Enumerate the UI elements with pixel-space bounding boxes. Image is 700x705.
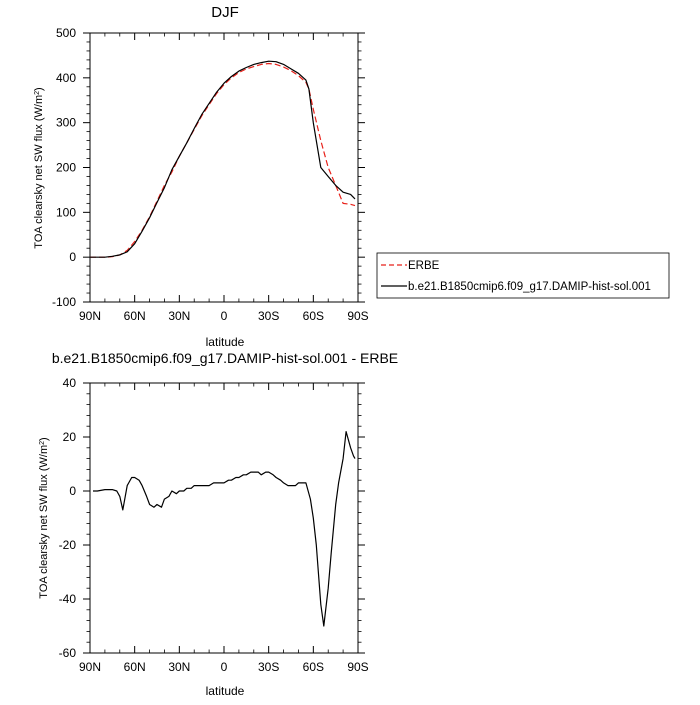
x-tick-label: 60N [124,660,146,674]
series-lines [90,60,356,258]
x-tick-label: 60S [303,660,324,674]
tick-labels: 90N 60N 30N 0 30S 60S 90S -60 -40 -20 0 20 40 [59,376,369,674]
y-tick-label: 20 [63,430,77,444]
x-tick-label: 90S [347,309,368,323]
y-tick-label: 0 [69,484,76,498]
y-axis-label-sup: 2 [39,441,46,445]
legend: ERBE b.e21.B1850cmip6.f09_g17.DAMIP-hist… [376,252,670,299]
y-tick-label: -20 [59,538,77,552]
series-line-difference [93,431,356,627]
chart-title: b.e21.B1850cmip6.f09_g17.DAMIP-hist-sol.… [52,350,398,366]
x-tick-label: 90N [79,660,101,674]
x-tick-label: 0 [221,309,228,323]
panel-top: DJF 90N 60N 30N 0 30S 60S 90S -100 0 100 200 300 400… [33,4,670,349]
series-lines [93,431,356,627]
axis-ticks [83,382,365,654]
plot-frame [89,382,359,654]
y-axis-label-text: TOA clearsky net SW flux (W/m [33,95,45,249]
x-tick-label: 30N [168,309,190,323]
x-tick-label: 60S [303,309,324,323]
plot-border [89,382,359,654]
x-tick-label: 60N [124,309,146,323]
x-axis-label: latitude [206,684,245,698]
y-tick-label: -60 [59,646,77,660]
y-axis-label-text: TOA clearsky net SW flux (W/m [38,445,50,599]
tick-labels: 90N 60N 30N 0 30S 60S 90S -100 0 100 200 300 400 500 [52,26,369,323]
x-tick-label: 30N [168,660,190,674]
y-axis-label-close: ) [38,437,50,441]
x-tick-label: 30S [258,660,279,674]
y-tick-label: -40 [59,592,77,606]
legend-box [376,252,670,299]
series-line-erbe [90,62,356,258]
y-tick-label: 500 [56,26,76,40]
plot-frame [89,32,359,303]
x-tick-label: 90N [79,309,101,323]
y-tick-label: 200 [56,161,76,175]
plot-border [89,32,359,303]
y-tick-label: 400 [56,71,76,85]
y-axis-label: TOA clearsky net SW flux (W/m2) [33,87,45,248]
legend-label-erbe: ERBE [408,260,440,272]
y-tick-label: 100 [56,205,76,219]
axis-ticks [83,32,365,303]
x-tick-label: 0 [221,660,228,674]
legend-label-model: b.e21.B1850cmip6.f09_g17.DAMIP-hist-sol.… [408,281,651,293]
y-axis-label-sup: 2 [34,91,41,95]
y-tick-label: 0 [69,250,76,264]
y-axis-label-close: ) [33,87,45,91]
y-tick-label: -100 [52,295,76,309]
series-line-model [90,60,356,258]
panel-bottom: b.e21.B1850cmip6.f09_g17.DAMIP-hist-sol.… [38,350,398,698]
x-tick-label: 30S [258,309,279,323]
x-axis-label: latitude [206,335,245,349]
y-tick-label: 40 [63,376,77,390]
y-tick-label: 300 [56,116,76,130]
y-axis-label: TOA clearsky net SW flux (W/m2) [38,437,50,598]
chart-title: DJF [211,4,239,21]
x-tick-label: 90S [347,660,368,674]
